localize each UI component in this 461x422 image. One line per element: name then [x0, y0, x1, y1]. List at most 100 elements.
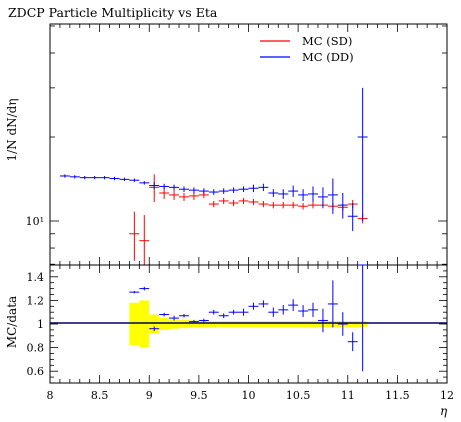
- sd-data-point: [238, 197, 249, 205]
- ratio-uncertainty-band: [129, 300, 368, 348]
- sd-data-point: [288, 201, 299, 209]
- dd-data-point: [159, 183, 170, 190]
- dd-data-point: [327, 178, 338, 214]
- ratio-data-point: [278, 305, 289, 315]
- ratio-data-marks: [129, 264, 368, 372]
- ratio-y-tick-label: 1: [37, 318, 44, 331]
- sd-data-point: [298, 203, 309, 210]
- main-y-tick-label: 10¹: [26, 215, 44, 228]
- dd-data-point: [89, 175, 100, 180]
- ratio-data-point: [337, 312, 348, 336]
- dd-data-point: [139, 181, 150, 185]
- band-bin: [218, 321, 368, 327]
- ratio-y-ticks: 0.6 0.8 1 1.2 1.4: [27, 264, 447, 384]
- ratio-data-point: [248, 302, 259, 310]
- sd-data-point: [208, 200, 219, 208]
- x-axis-label: η: [440, 404, 448, 418]
- ratio-data-point: [179, 313, 189, 318]
- ratio-data-point: [347, 332, 358, 352]
- ratio-data-point: [218, 313, 229, 319]
- ratio-data-point: [298, 305, 309, 317]
- dd-data-point: [119, 177, 130, 182]
- dd-data-point: [308, 186, 318, 202]
- legend: MC (SD) MC (DD): [260, 34, 354, 64]
- ratio-data-point: [139, 286, 150, 291]
- main-data-marks: [59, 87, 368, 265]
- chart-title: ZDCP Particle Multiplicity vs Eta: [8, 5, 218, 20]
- dd-data-point: [248, 184, 259, 193]
- sd-data-point: [248, 198, 259, 206]
- sd-data-point: [308, 201, 318, 209]
- dd-data-point: [129, 178, 140, 182]
- main-y-ticks: 10¹: [26, 25, 447, 265]
- ratio-data-point: [317, 308, 328, 333]
- dd-data-point: [69, 175, 80, 179]
- ratio-data-point: [308, 302, 318, 317]
- dd-data-point: [59, 174, 70, 178]
- ratio-data-point: [228, 309, 239, 315]
- dd-data-point: [99, 175, 110, 180]
- band-bin: [208, 321, 219, 327]
- main-plot-frame: [49, 23, 448, 266]
- sd-data-point: [268, 201, 279, 209]
- ratio-data-point: [198, 318, 209, 323]
- legend-label: MC (SD): [302, 34, 352, 48]
- dd-data-point: [288, 185, 299, 197]
- dd-data-point: [179, 186, 189, 193]
- dd-data-point: [347, 203, 358, 232]
- ratio-data-point: [159, 312, 170, 317]
- sd-data-point: [169, 190, 180, 200]
- ratio-y-tick-label: 0.8: [27, 342, 45, 355]
- band-bin: [129, 302, 140, 346]
- x-tick-label: 10.5: [286, 389, 311, 402]
- ratio-y-tick-label: 1.2: [27, 294, 45, 307]
- x-tick-label: 8: [47, 389, 54, 402]
- ratio-data-point: [357, 264, 368, 372]
- sd-data-point: [188, 192, 199, 200]
- dd-data-point: [268, 189, 279, 197]
- ratio-data-point: [188, 319, 199, 324]
- x-tick-label: 11: [341, 389, 355, 402]
- dd-data-point: [298, 189, 309, 201]
- band-bin: [188, 320, 199, 328]
- main-x-ticks: [49, 24, 448, 265]
- x-tick-label: 12: [440, 389, 454, 402]
- main-plot-panel: 10¹ MC (SD) MC (DD): [26, 23, 448, 266]
- dd-data-point: [109, 176, 120, 181]
- dd-data-point: [337, 192, 348, 219]
- ratio-x-ticks: 8 8.5 9 9.5 10 10.5 11 11.5 12: [47, 265, 454, 402]
- dd-data-point: [79, 175, 90, 180]
- band-bin: [169, 319, 180, 329]
- dd-data-point: [317, 187, 328, 208]
- legend-label: MC (DD): [302, 50, 354, 64]
- ratio-data-point: [288, 299, 299, 312]
- x-tick-label: 11.5: [385, 389, 410, 402]
- ratio-data-point: [258, 300, 269, 308]
- dd-data-point: [188, 187, 199, 193]
- dd-data-point: [238, 186, 249, 193]
- ratio-y-axis-label: MC/data: [5, 296, 19, 348]
- band-bin: [179, 319, 189, 329]
- x-tick-label: 9: [146, 389, 153, 402]
- dd-data-point: [198, 188, 209, 194]
- x-tick-label: 10: [242, 389, 256, 402]
- dd-data-point: [357, 87, 368, 221]
- band-bin: [139, 300, 150, 348]
- x-tick-label: 8.5: [91, 389, 109, 402]
- dd-data-point: [258, 183, 269, 192]
- band-bin: [198, 320, 209, 328]
- dd-data-point: [218, 188, 229, 194]
- band-bin: [149, 314, 160, 334]
- sd-data-point: [139, 215, 150, 265]
- ratio-y-tick-label: 0.6: [27, 365, 45, 378]
- ratio-data-point: [149, 326, 160, 332]
- ratio-data-point: [327, 280, 338, 328]
- dd-data-point: [149, 181, 160, 190]
- ratio-plot-panel: 8 8.5 9 9.5 10 10.5 11 11.5 12 0.6 0.8 1 1.2 1.4: [27, 264, 454, 402]
- main-y-axis-label: 1/N dN/dη: [5, 98, 19, 161]
- sd-data-point: [179, 192, 189, 201]
- ratio-data-point: [129, 290, 140, 294]
- dd-data-point: [278, 189, 289, 199]
- ratio-data-point: [268, 307, 279, 317]
